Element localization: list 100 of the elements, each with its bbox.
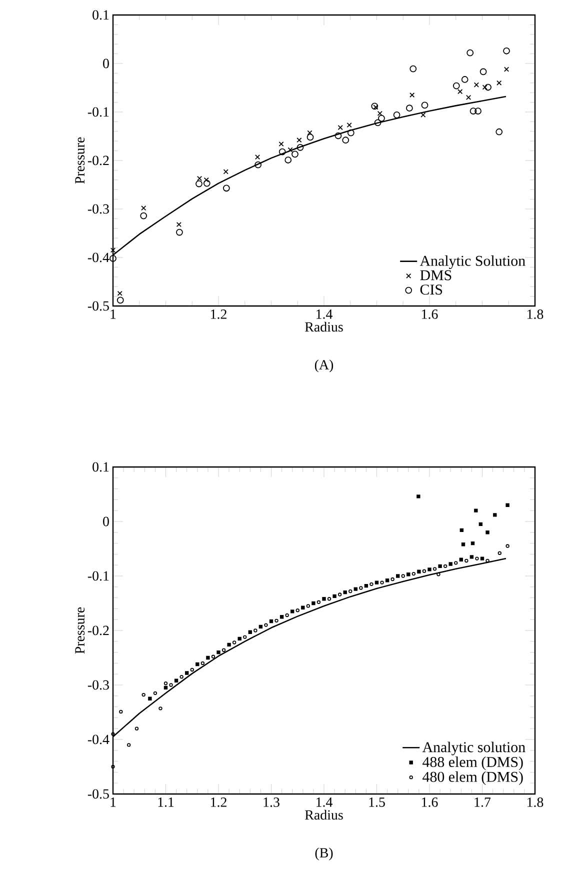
point (110, 255, 116, 262)
point (503, 47, 510, 54)
legend-label: Analytic solution (422, 742, 526, 756)
y-axis-title: Pressure (75, 607, 85, 654)
point (406, 572, 410, 576)
x-tick-label: 1.6 (422, 310, 438, 319)
point (482, 84, 488, 90)
point (438, 564, 442, 568)
point (306, 604, 310, 608)
point (200, 661, 205, 666)
point (227, 642, 231, 647)
point (506, 544, 510, 548)
point (164, 686, 168, 690)
point (285, 613, 289, 618)
point (292, 150, 298, 158)
point (448, 562, 452, 566)
point (338, 592, 342, 596)
point (206, 656, 210, 660)
point (269, 619, 274, 624)
point (393, 111, 400, 118)
point (312, 601, 316, 606)
point (496, 128, 503, 136)
legend-label: CIS (420, 284, 442, 295)
point (410, 92, 415, 98)
point (474, 508, 478, 512)
point (332, 594, 336, 598)
point (176, 222, 182, 228)
y-tick-label: -0.5 (88, 301, 109, 311)
point (385, 578, 390, 582)
point (216, 650, 220, 654)
y-tick-label: 0.1 (92, 462, 109, 472)
x-tick-label: 1.6 (422, 798, 438, 807)
point (338, 124, 343, 130)
point (406, 104, 413, 112)
point (374, 119, 382, 126)
point (117, 290, 122, 296)
legend-label: 488 elem (DMS) (422, 756, 523, 770)
point (110, 248, 116, 253)
x-axis-title: Radius (305, 322, 343, 332)
point (203, 180, 210, 187)
y-tick-label: -0.2 (88, 156, 109, 166)
point (480, 68, 487, 76)
point (417, 570, 421, 574)
point (169, 683, 173, 687)
point (164, 682, 168, 686)
point (334, 132, 342, 140)
y-tick-label: -0.1 (88, 107, 109, 117)
x-tick-label: 1 (110, 798, 116, 807)
point (111, 732, 115, 736)
point (284, 156, 292, 164)
point (119, 710, 123, 714)
point (274, 618, 278, 623)
point (278, 141, 284, 147)
point (254, 161, 262, 168)
y-tick-label: 0 (103, 58, 109, 68)
point (296, 144, 304, 151)
y-tick-label: -0.4 (88, 252, 110, 262)
point (378, 114, 385, 122)
y-tick-label: 0 (103, 516, 109, 526)
x-tick-label: 1.5 (369, 798, 385, 807)
point (458, 89, 463, 94)
point (466, 94, 472, 100)
text: (B) (315, 848, 333, 860)
point (196, 176, 202, 181)
text: (A) (314, 360, 334, 372)
point (296, 608, 300, 612)
point (506, 503, 510, 507)
point (185, 671, 189, 675)
point (504, 66, 510, 72)
point (466, 49, 474, 56)
point (148, 696, 152, 700)
point (232, 640, 236, 644)
point (254, 628, 258, 632)
point (258, 624, 263, 629)
point (243, 635, 247, 639)
point (478, 522, 483, 526)
point (348, 589, 352, 594)
point (141, 205, 146, 211)
y-tick-label: -0.1 (88, 571, 109, 581)
point (354, 587, 358, 591)
point (158, 706, 162, 710)
point (180, 674, 184, 679)
point (346, 122, 352, 128)
point (140, 212, 148, 220)
point (364, 584, 368, 588)
point (498, 551, 502, 555)
point (484, 84, 492, 91)
x-tick-label: 1 (110, 310, 116, 319)
point (474, 82, 480, 88)
point (461, 542, 466, 546)
point (475, 556, 479, 560)
legend-label: DMS (420, 270, 452, 280)
x-tick-label: 1.7 (474, 798, 491, 807)
point (452, 82, 460, 90)
point (190, 668, 194, 672)
point (327, 597, 332, 601)
point (470, 555, 474, 559)
point (464, 558, 468, 563)
point (126, 743, 131, 747)
point (421, 102, 428, 109)
